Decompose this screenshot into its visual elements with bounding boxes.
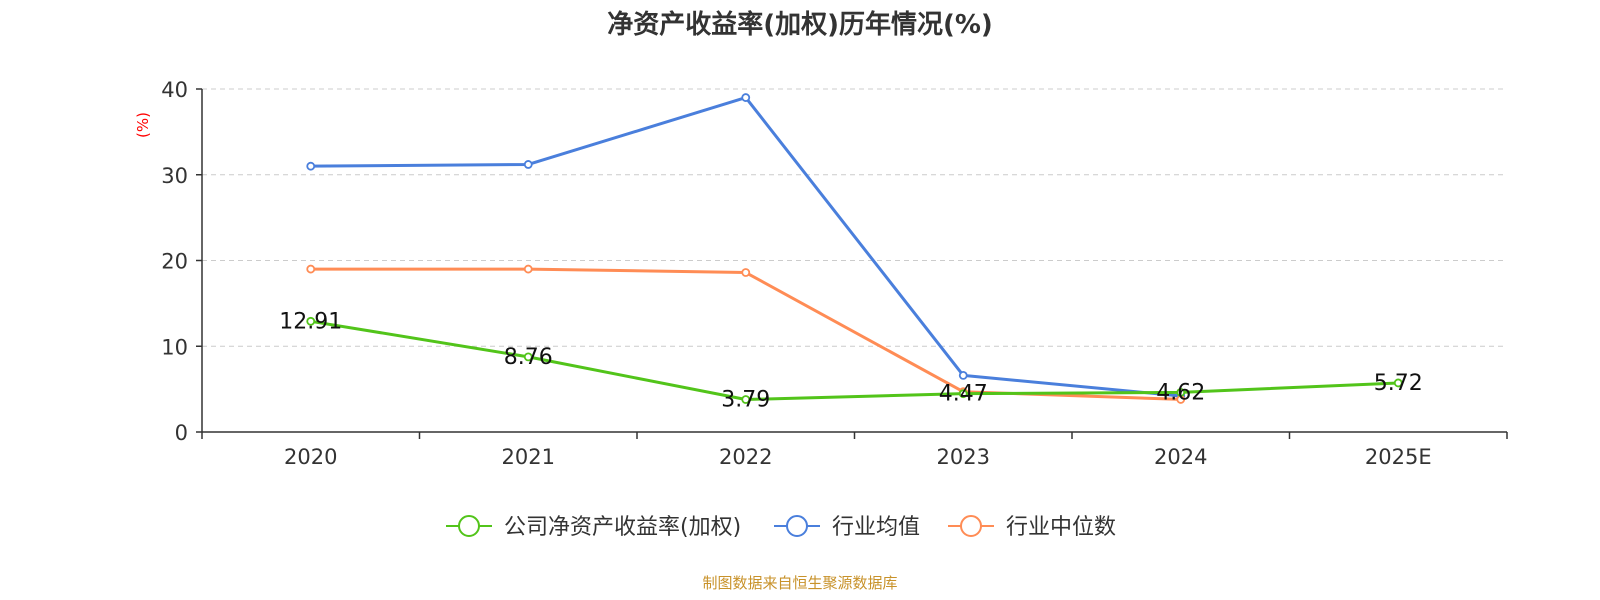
x-tick-label: 2024 bbox=[1154, 445, 1207, 469]
legend-marker bbox=[458, 515, 480, 537]
series-lines bbox=[306, 93, 1403, 404]
data-point[interactable] bbox=[1176, 387, 1186, 397]
data-point[interactable] bbox=[741, 395, 751, 404]
legend-label: 行业均值 bbox=[832, 515, 920, 540]
x-tick-label: 2020 bbox=[284, 445, 337, 469]
data-point[interactable] bbox=[741, 268, 751, 277]
axes: 0 10 20 30 40 2020 2021 2022 2023 2024 2025E bbox=[161, 78, 1508, 469]
legend-item[interactable]: 行业均值 bbox=[774, 515, 920, 540]
source-note: 制图数据来自恒生聚源数据库 bbox=[702, 574, 897, 592]
data-point[interactable] bbox=[523, 160, 533, 169]
legend[interactable]: 公司净资产收益率(加权) 行业均值 行业中位数 bbox=[446, 515, 1116, 540]
data-label: 3.79 bbox=[721, 388, 770, 413]
data-point[interactable] bbox=[1393, 378, 1403, 388]
series-line bbox=[310, 319, 1399, 402]
data-point[interactable] bbox=[958, 389, 968, 399]
data-label: 4.47 bbox=[939, 382, 988, 407]
data-point[interactable] bbox=[958, 371, 968, 380]
data-label: 12.91 bbox=[279, 309, 342, 334]
legend-label: 公司净资产收益率(加权) bbox=[504, 515, 741, 540]
data-point[interactable] bbox=[306, 161, 316, 171]
data-point[interactable] bbox=[523, 264, 533, 274]
data-point[interactable] bbox=[306, 264, 316, 274]
y-tick-label: 20 bbox=[161, 250, 188, 274]
legend-label: 行业中位数 bbox=[1006, 515, 1116, 540]
y-tick-label: 30 bbox=[161, 164, 188, 188]
series-line bbox=[310, 267, 1181, 401]
legend-marker bbox=[786, 515, 808, 537]
legend-item[interactable]: 公司净资产收益率(加权) bbox=[446, 515, 741, 540]
legend-marker bbox=[960, 515, 982, 537]
data-point[interactable] bbox=[741, 93, 751, 102]
data-label: 5.72 bbox=[1374, 371, 1423, 396]
legend-item[interactable]: 行业中位数 bbox=[948, 515, 1116, 540]
y-tick-label: 40 bbox=[161, 78, 188, 102]
y-tick-label: 0 bbox=[175, 421, 188, 445]
grid-lines bbox=[202, 88, 1507, 347]
x-tick-label: 2025E bbox=[1365, 445, 1432, 469]
data-label: 8.76 bbox=[504, 345, 553, 370]
x-tick-label: 2023 bbox=[937, 445, 990, 469]
y-tick-label: 10 bbox=[161, 335, 188, 359]
data-labels: 12.91 8.76 3.79 4.47 4.62 5.72 bbox=[279, 309, 1422, 412]
y-axis-label: (%) bbox=[134, 112, 152, 138]
x-tick-label: 2022 bbox=[719, 445, 772, 469]
data-point[interactable] bbox=[523, 352, 533, 362]
data-label: 4.62 bbox=[1156, 380, 1205, 405]
data-point[interactable] bbox=[306, 316, 316, 326]
series-line bbox=[310, 96, 1181, 398]
x-tick-label: 2021 bbox=[502, 445, 555, 469]
chart-title: 净资产收益率(加权)历年情况(%) bbox=[607, 9, 993, 40]
